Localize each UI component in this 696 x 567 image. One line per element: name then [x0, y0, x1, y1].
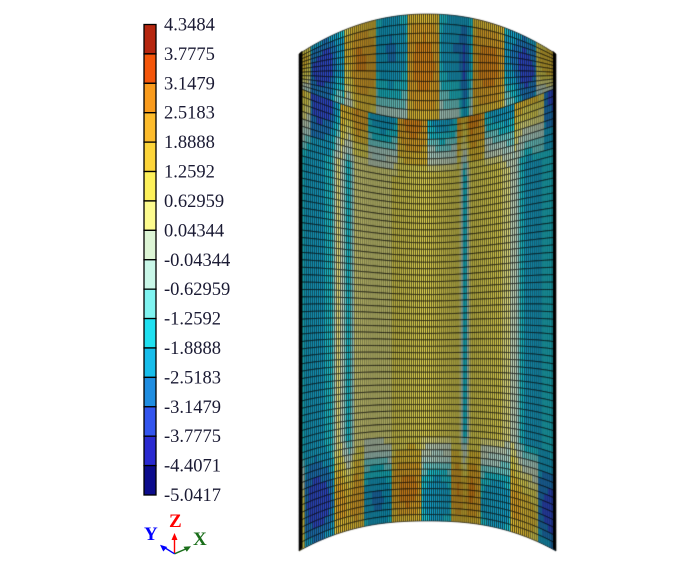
- svg-text:1.2592: 1.2592: [164, 163, 215, 183]
- svg-text:-0.04344: -0.04344: [164, 251, 230, 271]
- svg-text:4.3484: 4.3484: [164, 16, 215, 36]
- svg-text:3.1479: 3.1479: [164, 74, 215, 94]
- svg-text:3.7775: 3.7775: [164, 45, 215, 65]
- svg-text:Z: Z: [169, 511, 182, 532]
- svg-text:-5.0417: -5.0417: [164, 486, 221, 506]
- svg-text:1.8888: 1.8888: [164, 133, 215, 153]
- svg-text:0.04344: 0.04344: [164, 221, 224, 241]
- svg-text:X: X: [193, 529, 207, 550]
- svg-text:-3.1479: -3.1479: [164, 398, 221, 418]
- svg-text:-3.7775: -3.7775: [164, 427, 221, 447]
- svg-text:-1.8888: -1.8888: [164, 339, 221, 359]
- svg-text:-4.4071: -4.4071: [164, 457, 221, 477]
- svg-text:Y: Y: [144, 524, 158, 545]
- svg-text:0.62959: 0.62959: [164, 192, 224, 212]
- svg-text:2.5183: 2.5183: [164, 104, 215, 124]
- svg-text:-0.62959: -0.62959: [164, 280, 230, 300]
- svg-text:-1.2592: -1.2592: [164, 310, 221, 330]
- svg-text:-2.5183: -2.5183: [164, 368, 221, 388]
